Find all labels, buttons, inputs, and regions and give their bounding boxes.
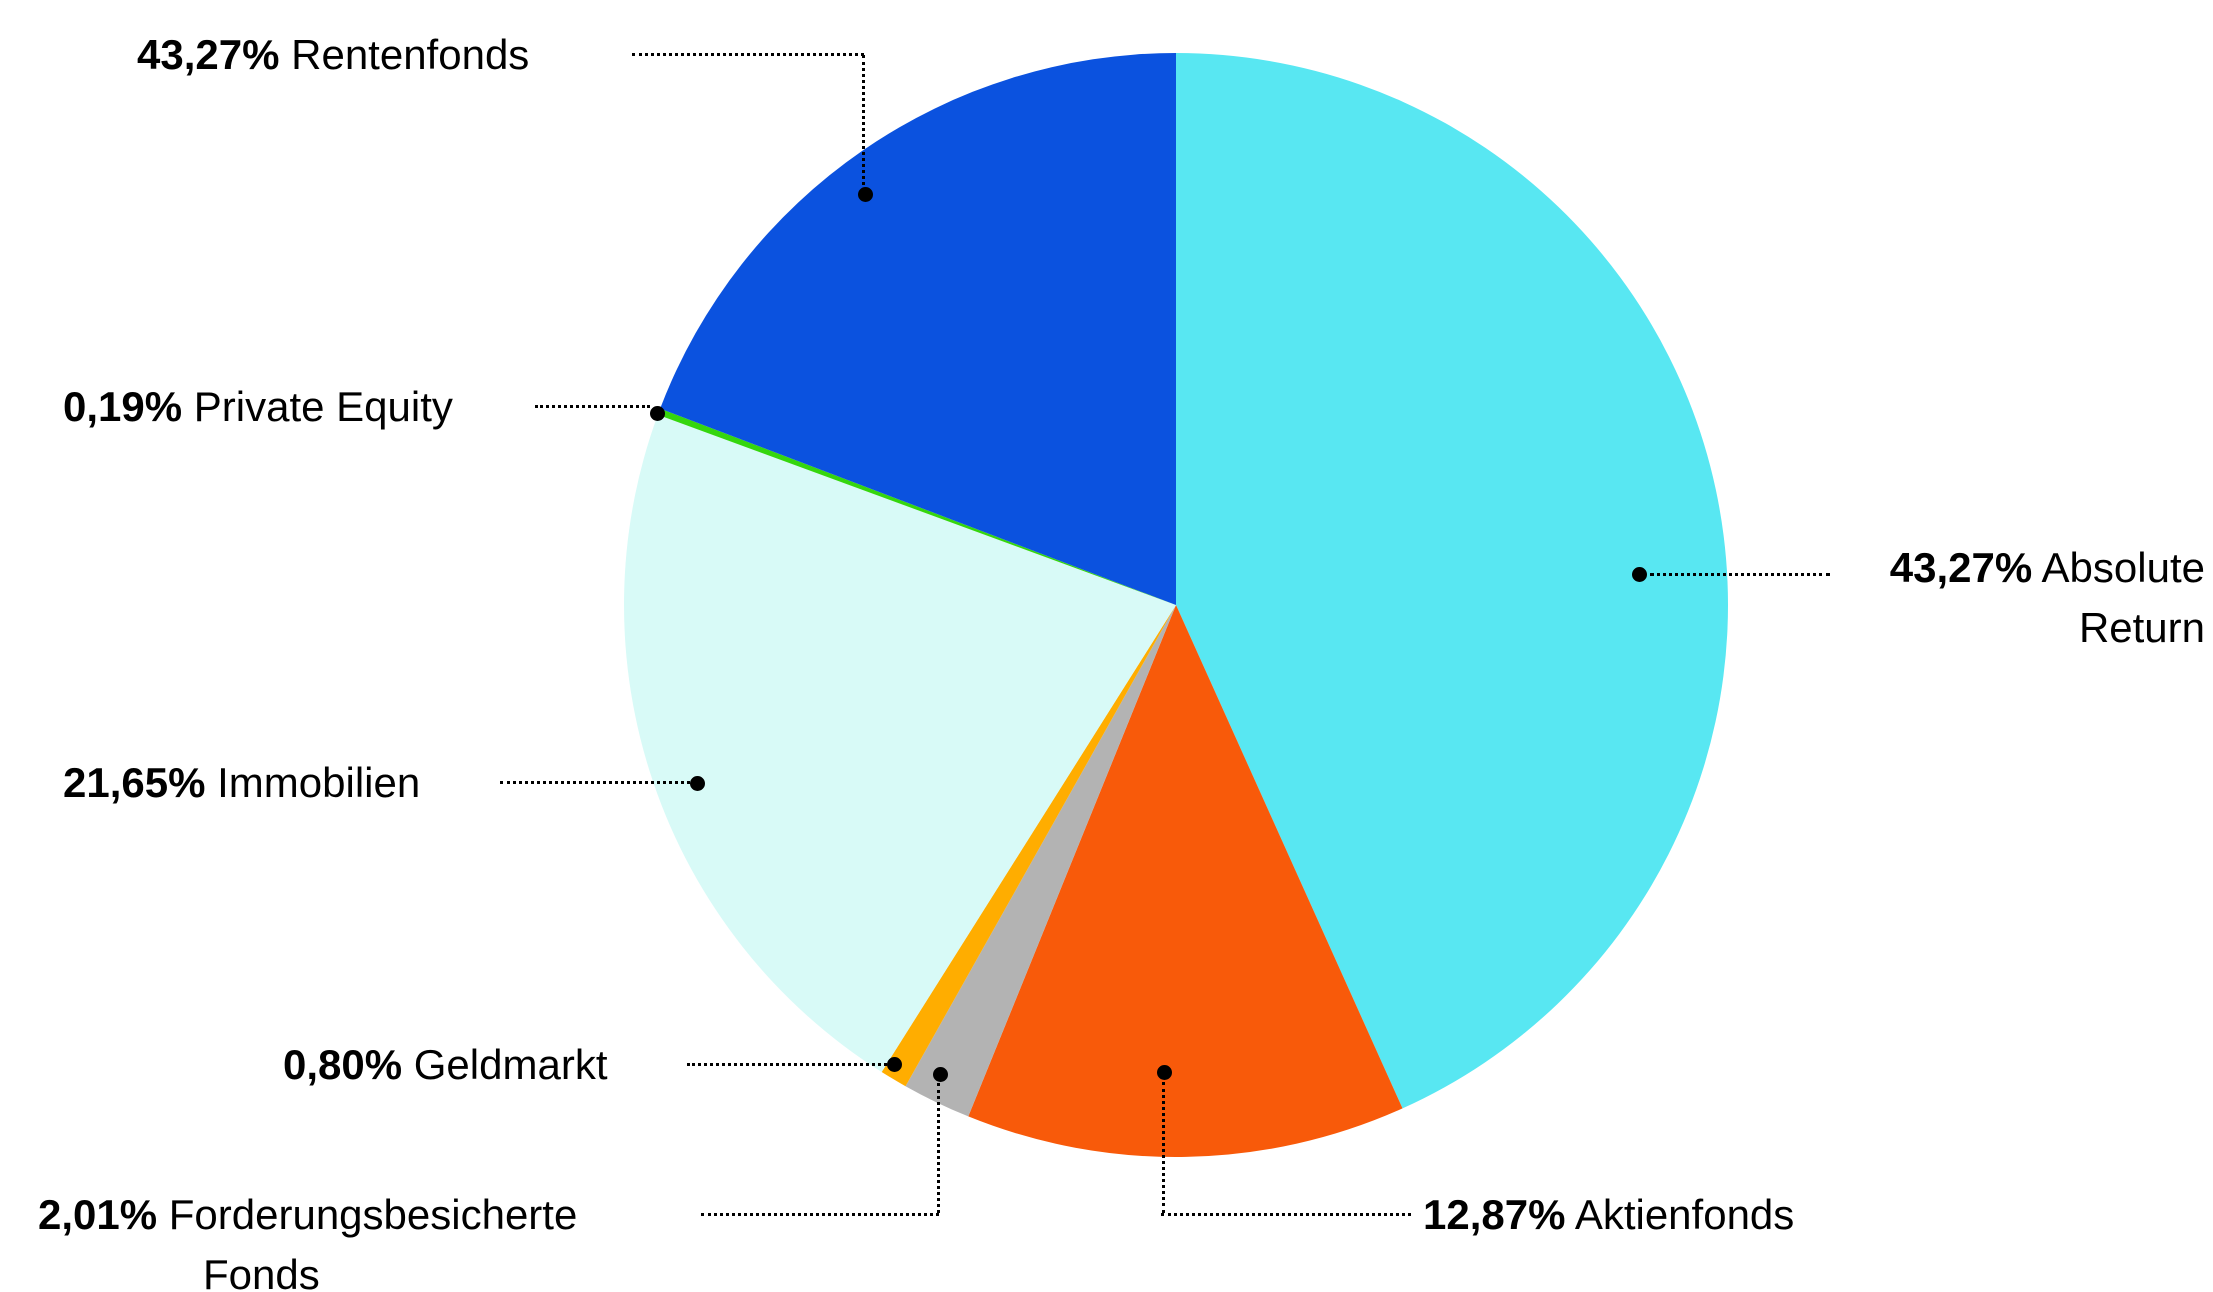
label-rentenfonds: 43,27% Rentenfonds xyxy=(137,25,529,85)
label-forderung-name2: Fonds xyxy=(203,1251,320,1292)
label-rentenfonds-pct: 43,27% xyxy=(137,31,280,78)
label-aktienfonds-name: Aktienfonds xyxy=(1574,1191,1795,1238)
label-immobilien-pct: 21,65% xyxy=(63,759,206,806)
leader-rentenfonds-v xyxy=(862,55,865,185)
label-forderung-pct: 2,01% xyxy=(38,1191,158,1238)
label-aktienfonds: 12,87% Aktienfonds xyxy=(1423,1185,1794,1245)
pie-slice-geldmarkt xyxy=(881,605,1176,1087)
label-forderungsbesicherte-fonds: 2,01% Forderungsbesicherte Fonds xyxy=(38,1185,577,1292)
leader-forderung-h xyxy=(701,1213,939,1216)
label-absolute-pct: 43,27% xyxy=(1889,544,2033,591)
label-aktienfonds-pct: 12,87% xyxy=(1423,1191,1566,1238)
pie-slice-aktienfonds xyxy=(968,605,1403,1157)
dot-aktienfonds xyxy=(1157,1065,1172,1080)
pie-slice-private-equity xyxy=(657,408,1176,605)
label-rentenfonds-name: Rentenfonds xyxy=(291,31,530,78)
dot-absolute-return xyxy=(1632,567,1647,582)
label-private-equity-pct: 0,19% xyxy=(63,383,183,430)
label-absolute-return: 43,27% Absolute Return xyxy=(1840,538,2205,658)
pie-chart xyxy=(624,53,1728,1157)
leader-geldmarkt-h xyxy=(687,1063,887,1066)
label-absolute-line2: Return xyxy=(1840,598,2205,658)
pie-slice-rentenfonds xyxy=(660,53,1176,605)
leader-private-equity-h xyxy=(535,405,650,408)
leader-immobilien-h xyxy=(500,781,690,784)
leader-aktienfonds-v xyxy=(1162,1082,1165,1213)
label-absolute-name1: Absolute xyxy=(2041,544,2205,591)
pie-slice-forderungsbesicherte-fonds xyxy=(905,605,1176,1117)
pie-slice-immobilien xyxy=(624,414,1176,1072)
dot-rentenfonds xyxy=(858,187,873,202)
label-private-equity-name: Private Equity xyxy=(193,383,453,430)
label-forderung-line2: Fonds xyxy=(38,1245,577,1292)
label-geldmarkt-pct: 0,80% xyxy=(283,1041,403,1088)
label-absolute-name2: Return xyxy=(2078,604,2205,651)
label-geldmarkt-name: Geldmarkt xyxy=(413,1041,608,1088)
label-immobilien: 21,65% Immobilien xyxy=(63,753,420,813)
leader-absolute-return-h xyxy=(1650,573,1830,576)
leader-forderung-v xyxy=(937,1083,940,1213)
dot-forderung xyxy=(933,1067,948,1082)
dot-private-equity xyxy=(650,406,665,421)
label-forderung-line1: 2,01% Forderungsbesicherte xyxy=(38,1185,577,1245)
label-forderung-name1: Forderungsbesicherte xyxy=(168,1191,578,1238)
label-private-equity: 0,19% Private Equity xyxy=(63,377,453,437)
leader-aktienfonds-h xyxy=(1161,1213,1411,1216)
label-immobilien-name: Immobilien xyxy=(217,759,421,806)
label-absolute-line1: 43,27% Absolute xyxy=(1840,538,2205,598)
pie-slice-absolute-return xyxy=(1176,53,1728,1109)
label-geldmarkt: 0,80% Geldmarkt xyxy=(283,1035,607,1095)
dot-geldmarkt xyxy=(887,1057,902,1072)
leader-rentenfonds-h xyxy=(632,53,864,56)
dot-immobilien xyxy=(690,776,705,791)
